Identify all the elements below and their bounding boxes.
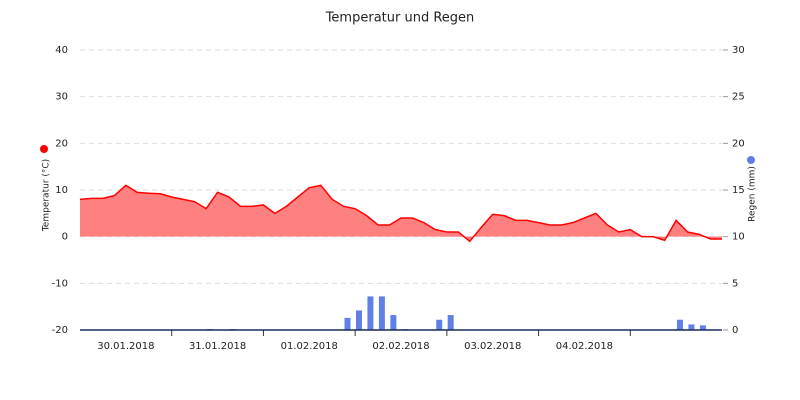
y2-tick-label: 5 (732, 278, 738, 289)
rain-bar (390, 315, 397, 330)
y2-axis-title: Regen (mm) (748, 166, 758, 222)
rain-bar (367, 296, 374, 330)
y-tick-label: 40 (55, 45, 68, 56)
x-tick-label: 01.02.2018 (281, 341, 338, 352)
y-tick-label: -10 (52, 278, 68, 289)
y2-tick-label: 0 (732, 325, 738, 336)
y-axis-title: Temperatur (°C) (42, 159, 52, 232)
rain-bar (436, 319, 443, 330)
y-tick-label: -20 (52, 325, 68, 336)
y2-legend-dot (747, 156, 755, 164)
y2-tick-label: 20 (732, 138, 745, 149)
y-tick-label: 20 (55, 138, 68, 149)
y-tick-label: 30 (55, 92, 68, 103)
temperature-line (79, 184, 722, 243)
chart-title: Temperatur und Regen (325, 11, 475, 26)
rain-bar (699, 325, 706, 330)
rain-bar (676, 319, 683, 330)
y2-tick-label: 30 (732, 45, 745, 56)
x-tick-label: 31.01.2018 (189, 341, 246, 352)
x-tick-label: 30.01.2018 (97, 341, 154, 352)
rain-bar (344, 317, 351, 330)
x-tick-label: 03.02.2018 (464, 341, 521, 352)
x-tick-label: 04.02.2018 (556, 341, 613, 352)
rain-bar (688, 324, 695, 330)
y2-tick-label: 10 (732, 232, 745, 243)
rain-bar (355, 310, 362, 330)
y2-tick-label: 15 (732, 185, 745, 196)
temperature-area (80, 185, 722, 242)
y-tick-label: 10 (55, 185, 68, 196)
rain-bar (447, 315, 454, 330)
x-tick-label: 02.02.2018 (372, 341, 429, 352)
rain-bar (378, 296, 385, 330)
y2-tick-label: 25 (732, 92, 745, 103)
y-legend-dot (40, 145, 48, 153)
y-tick-label: 0 (62, 232, 68, 243)
